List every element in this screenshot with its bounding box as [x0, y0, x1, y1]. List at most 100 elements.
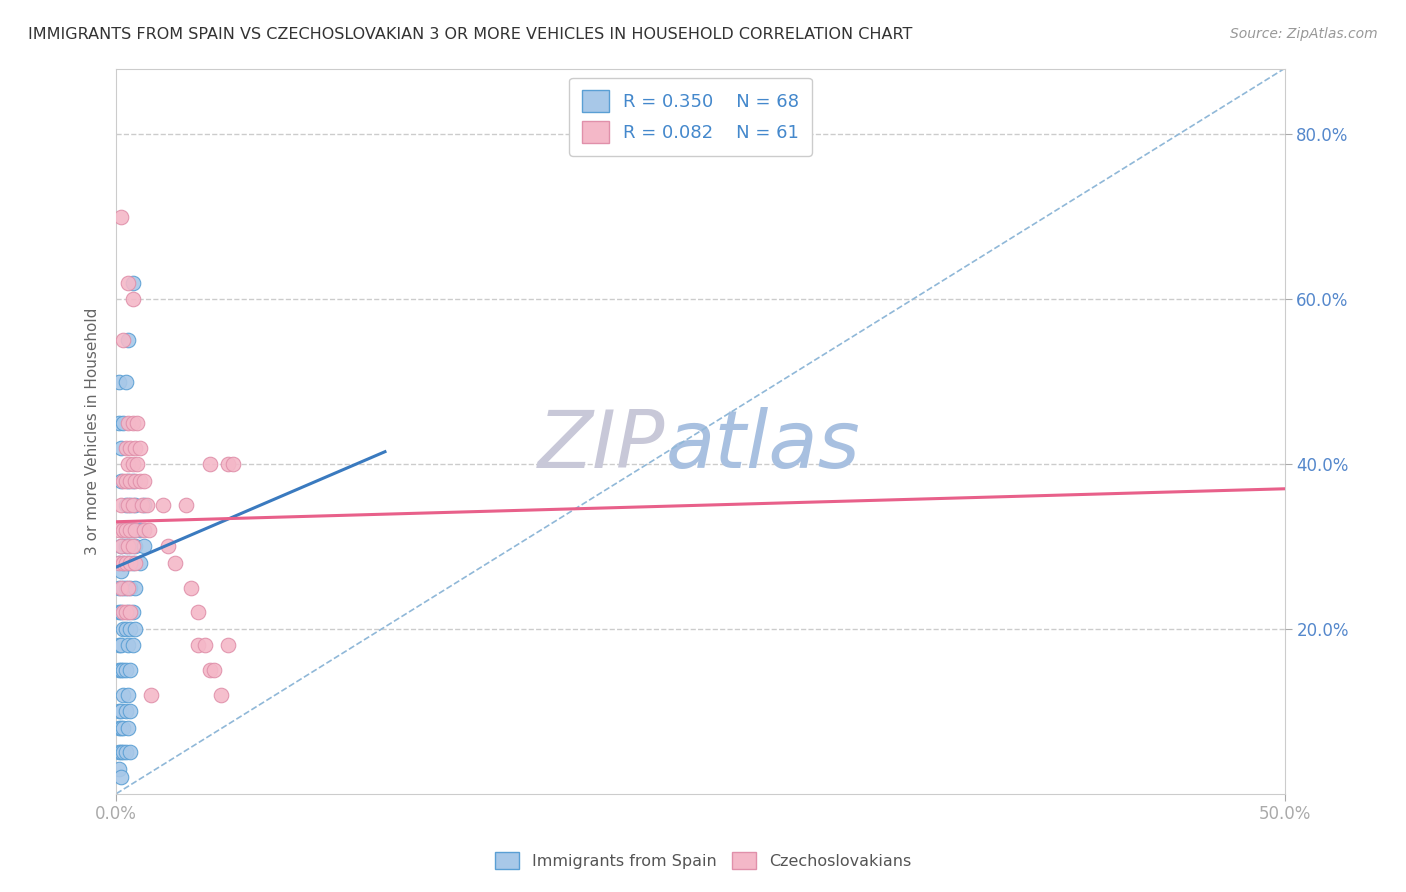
Point [128, 556, 150, 570]
Point [134, 474, 156, 488]
Point [128, 474, 150, 488]
Point [117, 688, 139, 702]
Point [121, 416, 143, 430]
Point [114, 622, 136, 636]
Point [112, 721, 135, 735]
Point [202, 663, 225, 677]
Point [110, 770, 132, 784]
Point [110, 721, 132, 735]
Point [107, 606, 129, 620]
Point [114, 556, 136, 570]
Point [198, 663, 221, 677]
Point [120, 606, 142, 620]
Point [110, 564, 132, 578]
Point [120, 704, 142, 718]
Point [110, 540, 132, 554]
Point [112, 523, 135, 537]
Point [117, 606, 139, 620]
Point [112, 334, 135, 348]
Point [121, 498, 143, 512]
Point [187, 638, 209, 652]
Point [110, 638, 132, 652]
Point [114, 474, 136, 488]
Point [120, 663, 142, 677]
Point [110, 746, 132, 760]
Text: IMMIGRANTS FROM SPAIN VS CZECHOSLOVAKIAN 3 OR MORE VEHICLES IN HOUSEHOLD CORRELA: IMMIGRANTS FROM SPAIN VS CZECHOSLOVAKIAN… [28, 27, 912, 42]
Point [112, 663, 135, 677]
Point [120, 474, 142, 488]
Point [194, 638, 217, 652]
Point [107, 762, 129, 776]
Point [110, 540, 132, 554]
Point [134, 523, 156, 537]
Point [107, 746, 129, 760]
Point [112, 622, 135, 636]
Point [217, 457, 239, 471]
Point [110, 581, 132, 595]
Point [120, 498, 142, 512]
Point [135, 498, 157, 512]
Point [107, 704, 129, 718]
Point [180, 581, 202, 595]
Point [120, 556, 142, 570]
Point [131, 498, 153, 512]
Point [112, 523, 135, 537]
Point [124, 498, 146, 512]
Point [114, 606, 136, 620]
Point [121, 292, 143, 306]
Point [107, 638, 129, 652]
Point [121, 523, 143, 537]
Point [114, 375, 136, 389]
Point [117, 457, 139, 471]
Point [112, 606, 135, 620]
Point [117, 556, 139, 570]
Point [124, 523, 146, 537]
Point [114, 581, 136, 595]
Point [121, 457, 143, 471]
Point [110, 441, 132, 455]
Point [112, 556, 135, 570]
Point [121, 606, 143, 620]
Point [187, 606, 209, 620]
Point [152, 498, 174, 512]
Point [117, 638, 139, 652]
Point [117, 276, 139, 290]
Point [117, 334, 139, 348]
Point [112, 474, 135, 488]
Point [127, 416, 149, 430]
Legend: R = 0.350    N = 68, R = 0.082    N = 61: R = 0.350 N = 68, R = 0.082 N = 61 [569, 78, 813, 156]
Point [176, 498, 198, 512]
Point [120, 581, 142, 595]
Point [117, 498, 139, 512]
Text: ZIP: ZIP [538, 407, 665, 484]
Point [198, 457, 221, 471]
Point [117, 721, 139, 735]
Point [121, 638, 143, 652]
Point [107, 523, 129, 537]
Point [107, 556, 129, 570]
Point [141, 688, 163, 702]
Point [110, 498, 132, 512]
Point [117, 581, 139, 595]
Point [112, 556, 135, 570]
Point [114, 523, 136, 537]
Point [217, 638, 239, 652]
Point [114, 540, 136, 554]
Point [110, 474, 132, 488]
Point [124, 622, 146, 636]
Point [114, 704, 136, 718]
Point [134, 540, 156, 554]
Point [107, 375, 129, 389]
Point [114, 498, 136, 512]
Point [114, 663, 136, 677]
Point [107, 663, 129, 677]
Point [124, 441, 146, 455]
Y-axis label: 3 or more Vehicles in Household: 3 or more Vehicles in Household [86, 308, 100, 555]
Point [117, 416, 139, 430]
Point [120, 540, 142, 554]
Point [124, 556, 146, 570]
Point [107, 581, 129, 595]
Point [121, 540, 143, 554]
Point [121, 556, 143, 570]
Point [107, 556, 129, 570]
